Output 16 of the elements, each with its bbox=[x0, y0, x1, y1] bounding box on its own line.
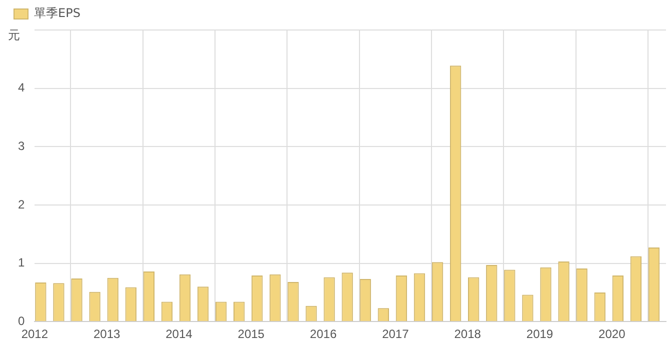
y-tick-label: 1 bbox=[18, 256, 25, 270]
y-tick-label: 3 bbox=[18, 138, 25, 153]
x-tick-label: 2020 bbox=[598, 327, 626, 342]
y-tick-label: 4 bbox=[18, 80, 25, 95]
x-tick-label: 2012 bbox=[21, 327, 48, 342]
y-tick-label: 2 bbox=[18, 197, 25, 212]
x-tick-label: 2015 bbox=[238, 327, 265, 342]
x-tick-label: 2018 bbox=[454, 327, 482, 342]
x-tick-label: 2019 bbox=[526, 327, 554, 342]
x-tick-label: 2016 bbox=[310, 327, 337, 342]
x-tick-label: 2017 bbox=[382, 327, 410, 342]
y-axis-title: 元 bbox=[8, 28, 20, 42]
x-tick-label: 2013 bbox=[93, 327, 120, 342]
x-tick-label: 2014 bbox=[166, 327, 193, 342]
y-tick-label: 0 bbox=[18, 314, 25, 328]
legend-label: 單季EPS bbox=[34, 6, 80, 20]
